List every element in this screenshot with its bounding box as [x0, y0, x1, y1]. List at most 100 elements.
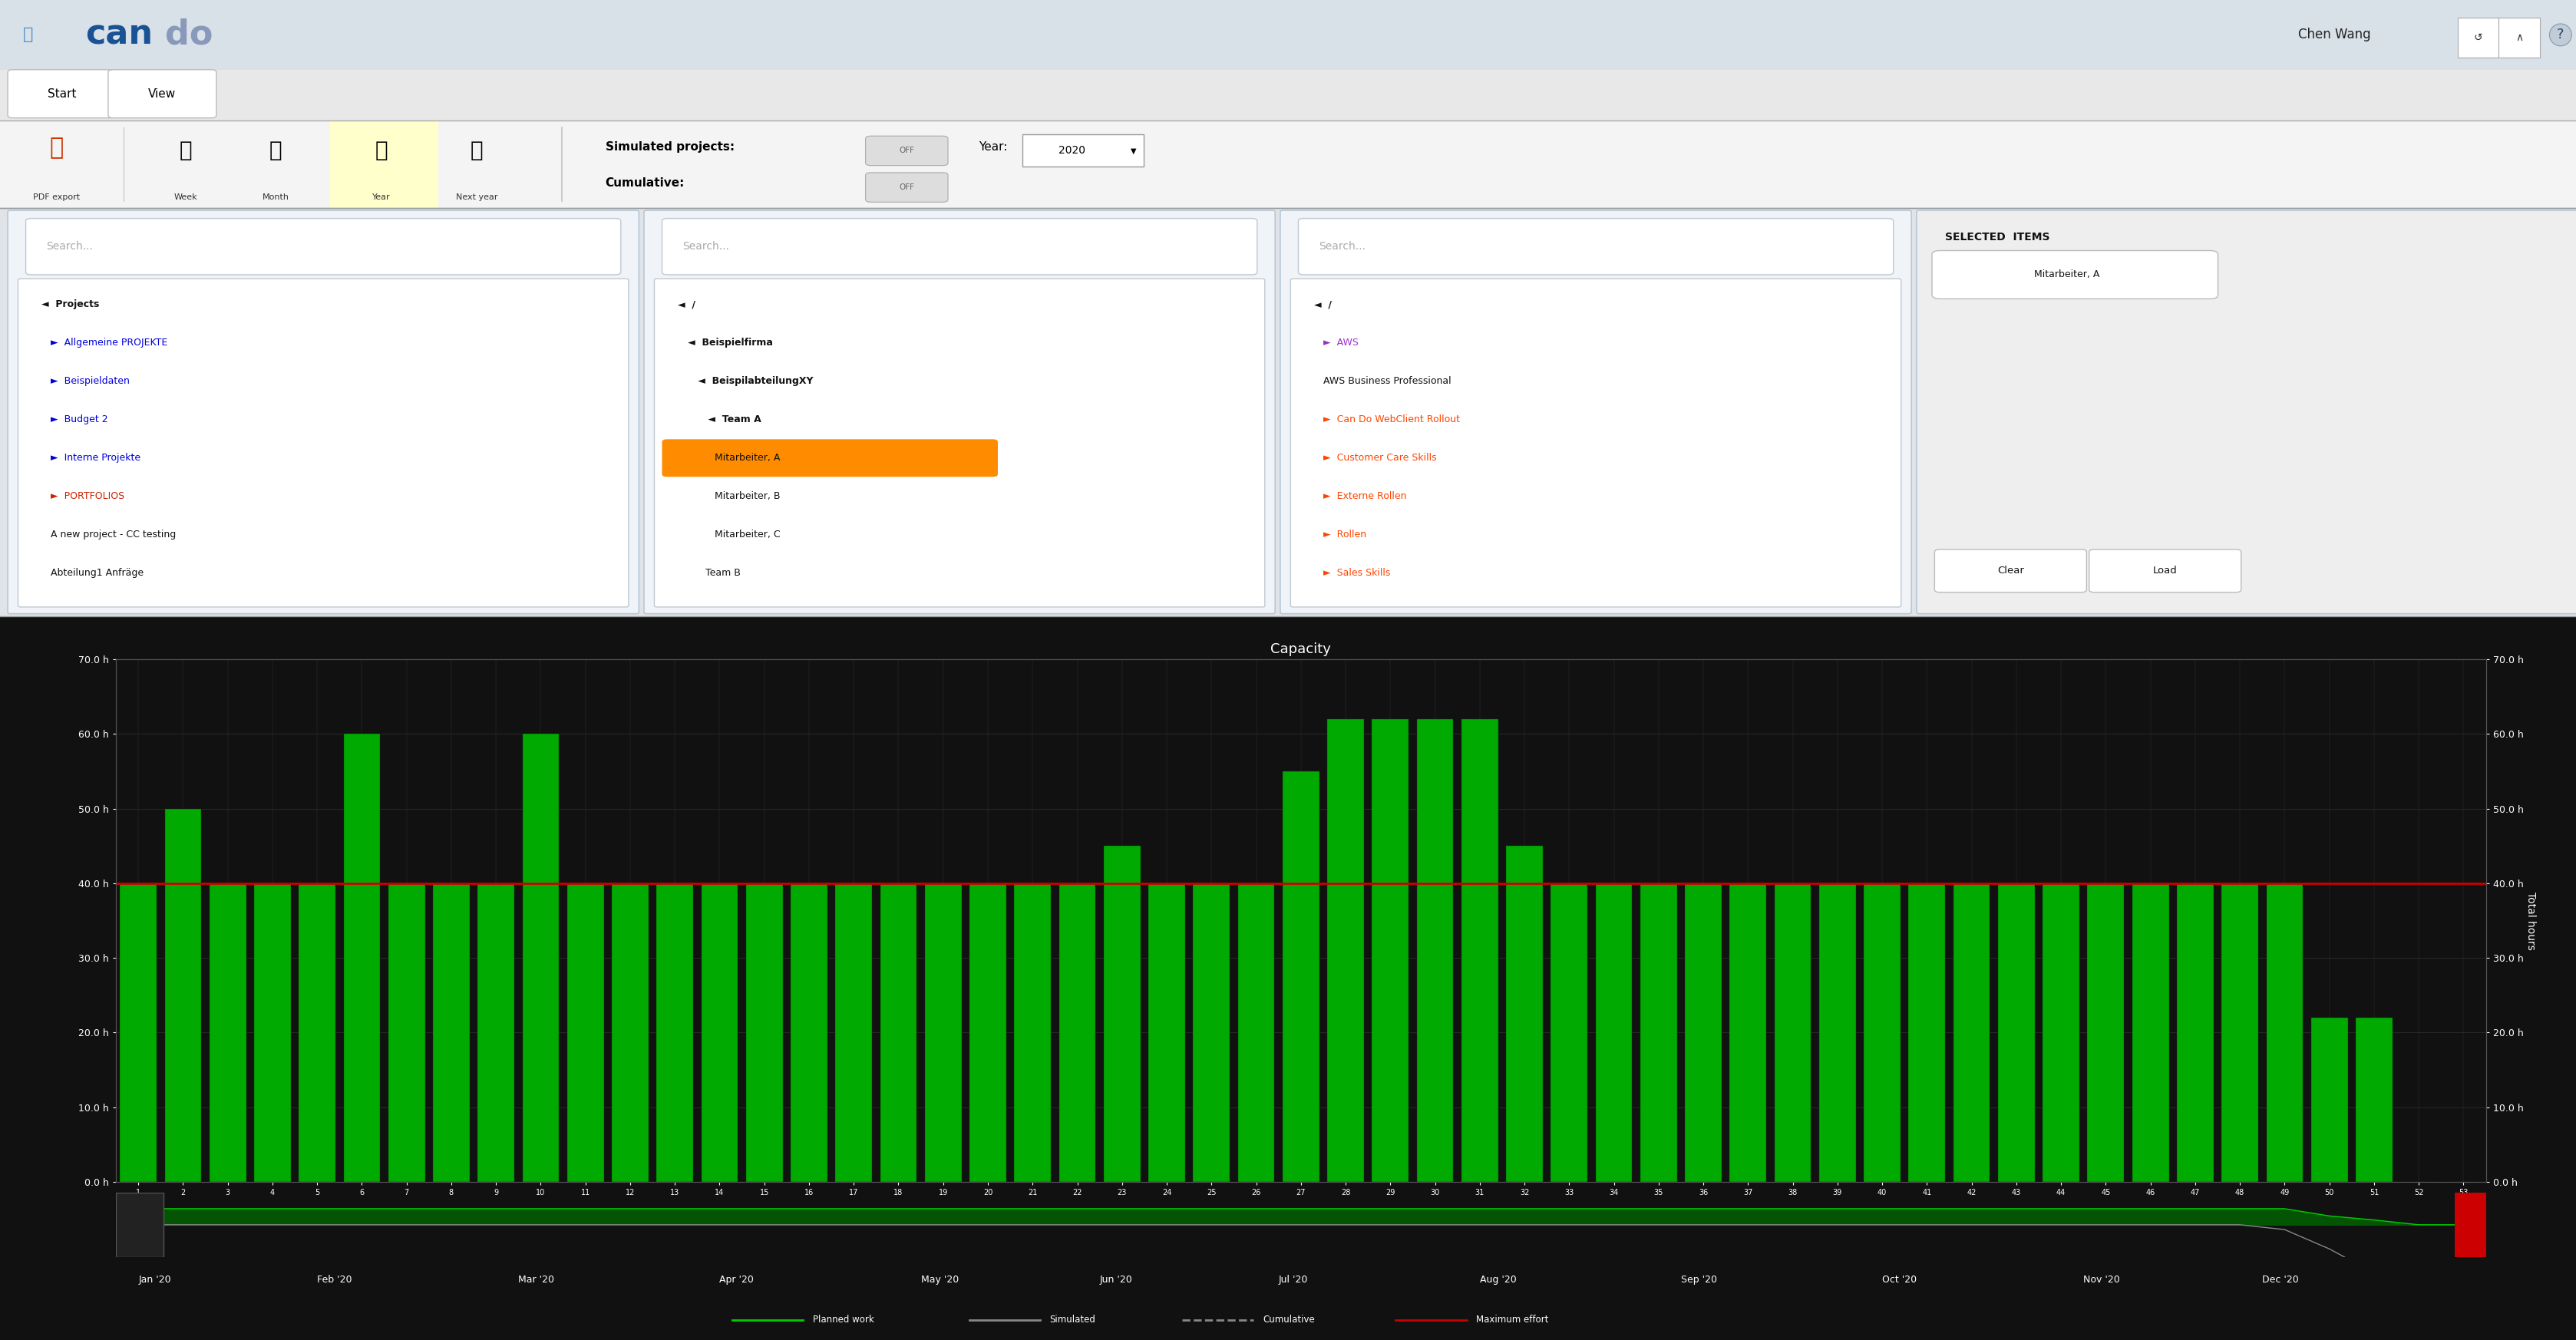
Bar [121, 883, 157, 1182]
Bar [1193, 883, 1229, 1182]
Text: Load: Load [2154, 565, 2177, 576]
Text: OFF: OFF [899, 184, 914, 192]
Bar [389, 883, 425, 1182]
Bar [1819, 883, 1855, 1182]
Text: Search...: Search... [46, 241, 93, 252]
Bar [2221, 883, 2259, 1182]
Bar [1103, 846, 1141, 1182]
Text: PDF export: PDF export [33, 193, 80, 201]
Bar [2177, 883, 2213, 1182]
Text: Aug '20: Aug '20 [1479, 1274, 1517, 1285]
Bar [969, 883, 1007, 1182]
Text: Apr '20: Apr '20 [719, 1274, 755, 1285]
Text: ►  PORTFOLIOS: ► PORTFOLIOS [41, 492, 124, 501]
Text: 📅: 📅 [270, 139, 281, 162]
Bar [567, 883, 603, 1182]
Text: ►  Budget 2: ► Budget 2 [41, 414, 108, 425]
Text: Dec '20: Dec '20 [2262, 1274, 2298, 1285]
Text: Abteilung1 Anfräge: Abteilung1 Anfräge [41, 568, 144, 578]
Bar [747, 883, 783, 1182]
Text: ►  Rollen: ► Rollen [1314, 529, 1365, 540]
Text: can: can [85, 19, 152, 51]
Text: Nov '20: Nov '20 [2084, 1274, 2120, 1285]
Text: ◄  /: ◄ / [677, 300, 696, 310]
Text: Mitarbeiter, A: Mitarbeiter, A [2035, 269, 2099, 280]
Text: Month: Month [263, 193, 289, 201]
Text: May '20: May '20 [920, 1274, 958, 1285]
Bar [1015, 883, 1051, 1182]
Bar [1551, 883, 1587, 1182]
Title: Capacity: Capacity [1270, 642, 1332, 657]
Bar [1595, 883, 1633, 1182]
Text: ►  Allgemeine PROJEKTE: ► Allgemeine PROJEKTE [41, 338, 167, 348]
Bar [2087, 883, 2125, 1182]
Bar [1239, 883, 1275, 1182]
Text: ►  Can Do WebClient Rollout: ► Can Do WebClient Rollout [1314, 414, 1461, 425]
Text: Oct '20: Oct '20 [1883, 1274, 1917, 1285]
Bar [299, 883, 335, 1182]
Text: ►  Externe Rollen: ► Externe Rollen [1314, 492, 1406, 501]
Bar [613, 883, 649, 1182]
Text: ►  Beispieldaten: ► Beispieldaten [41, 377, 129, 386]
Bar [2455, 1193, 2486, 1257]
Bar [2133, 883, 2169, 1182]
Bar [255, 883, 291, 1182]
Text: ∧: ∧ [2514, 32, 2524, 43]
Text: ►  Customer Care Skills: ► Customer Care Skills [1314, 453, 1437, 464]
Bar [1685, 883, 1721, 1182]
Bar [1775, 883, 1811, 1182]
Text: ◄  /: ◄ / [1314, 300, 1332, 310]
Bar [209, 883, 247, 1182]
Bar [2311, 1017, 2347, 1182]
Text: Jun '20: Jun '20 [1100, 1274, 1133, 1285]
Bar [1728, 883, 1767, 1182]
Text: do: do [165, 19, 214, 51]
Text: Simulated projects:: Simulated projects: [605, 141, 734, 153]
Text: Search...: Search... [683, 241, 729, 252]
Text: ►  AWS: ► AWS [1314, 338, 1358, 348]
Text: Mitarbeiter, C: Mitarbeiter, C [677, 529, 781, 540]
Bar [791, 883, 827, 1182]
Text: ◄  Beispielfirma: ◄ Beispielfirma [677, 338, 773, 348]
Text: ◄  Projects: ◄ Projects [41, 300, 98, 310]
Text: Team B: Team B [677, 568, 739, 578]
Bar [2354, 1017, 2393, 1182]
Text: 🏠: 🏠 [23, 27, 33, 43]
Bar [523, 734, 559, 1182]
Bar [1865, 883, 1901, 1182]
Bar [835, 883, 873, 1182]
Bar [925, 883, 961, 1182]
Text: Simulated: Simulated [1048, 1315, 1095, 1325]
Bar [1507, 846, 1543, 1182]
Text: Chen Wang: Chen Wang [2298, 28, 2370, 42]
Text: Year: Year [371, 193, 392, 201]
Text: Year:: Year: [979, 141, 1007, 153]
Bar [1417, 720, 1453, 1182]
Text: Jan '20: Jan '20 [139, 1274, 170, 1285]
Bar [343, 734, 381, 1182]
Text: 📄: 📄 [49, 137, 64, 159]
Text: Search...: Search... [1319, 241, 1365, 252]
Bar [881, 883, 917, 1182]
Text: 2020: 2020 [1059, 145, 1084, 157]
Text: 📅: 📅 [180, 139, 191, 162]
Text: ↺: ↺ [2473, 32, 2483, 43]
Text: Mitarbeiter, B: Mitarbeiter, B [677, 492, 781, 501]
Text: A new project - CC testing: A new project - CC testing [41, 529, 175, 540]
Text: SELECTED  ITEMS: SELECTED ITEMS [1945, 232, 2050, 243]
Text: Feb '20: Feb '20 [317, 1274, 353, 1285]
Text: Sep '20: Sep '20 [1682, 1274, 1718, 1285]
Text: Cumulative: Cumulative [1262, 1315, 1314, 1325]
Bar [1909, 883, 1945, 1182]
Text: View: View [149, 88, 175, 99]
Text: Next year: Next year [456, 193, 497, 201]
Bar [701, 883, 737, 1182]
Text: Maximum effort: Maximum effort [1476, 1315, 1548, 1325]
Bar [1461, 720, 1499, 1182]
Text: Cumulative:: Cumulative: [605, 178, 685, 189]
Bar [1149, 883, 1185, 1182]
Text: Clear: Clear [1996, 565, 2025, 576]
Y-axis label: Total hours: Total hours [2524, 891, 2537, 950]
Bar [433, 883, 469, 1182]
Text: Mitarbeiter, A: Mitarbeiter, A [677, 453, 781, 464]
